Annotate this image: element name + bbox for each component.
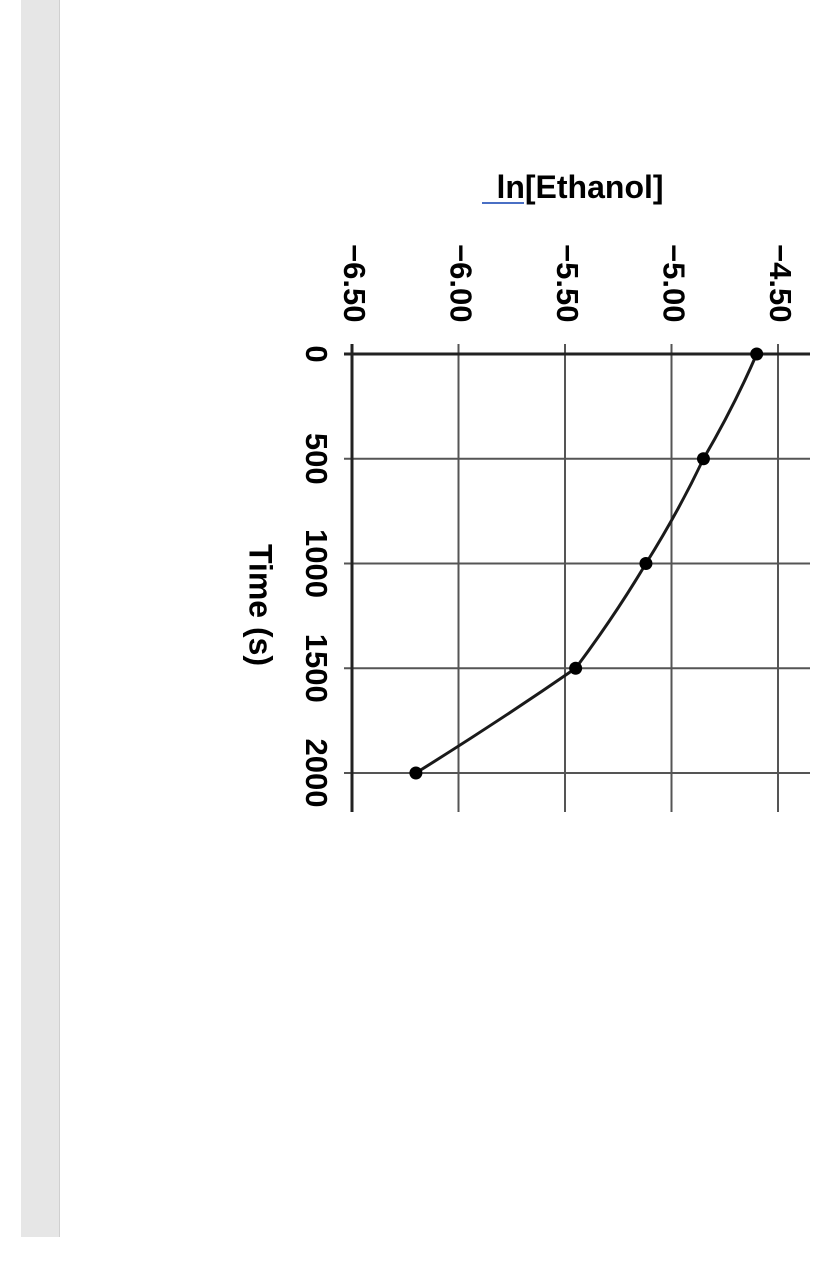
time-tick-label-bg: [296, 428, 332, 489]
time-tick-label: 1500: [299, 634, 334, 703]
time-tick-label-bg: [296, 523, 332, 604]
value-tick-label: −5.50: [550, 244, 585, 322]
page-margin-strip: [21, 0, 60, 1237]
series-line: [415, 353, 759, 775]
value-tick-label: −6.50: [337, 244, 372, 322]
time-tick-label: 2000: [299, 739, 334, 808]
data-point: [569, 661, 583, 675]
time-tick-label-bg: [296, 628, 332, 709]
data-point: [696, 452, 710, 466]
time-tick-label: 500: [299, 433, 334, 485]
value-tick-label: −6.00: [443, 244, 478, 322]
value-tick-label: −4.50: [763, 244, 798, 322]
time-tick-label-bg: [296, 344, 332, 364]
data-point: [409, 766, 423, 780]
time-tick-label: 0: [299, 345, 334, 362]
time-tick-label: 1000: [299, 529, 334, 598]
value-tick-label: −5.00: [656, 244, 691, 322]
time-axis-title: Time (s): [243, 544, 279, 666]
data-point: [639, 557, 653, 570]
time-tick-label-bg: [296, 733, 332, 813]
value-axis-title: ln[Ethanol]: [496, 169, 663, 205]
data-point: [750, 347, 764, 361]
